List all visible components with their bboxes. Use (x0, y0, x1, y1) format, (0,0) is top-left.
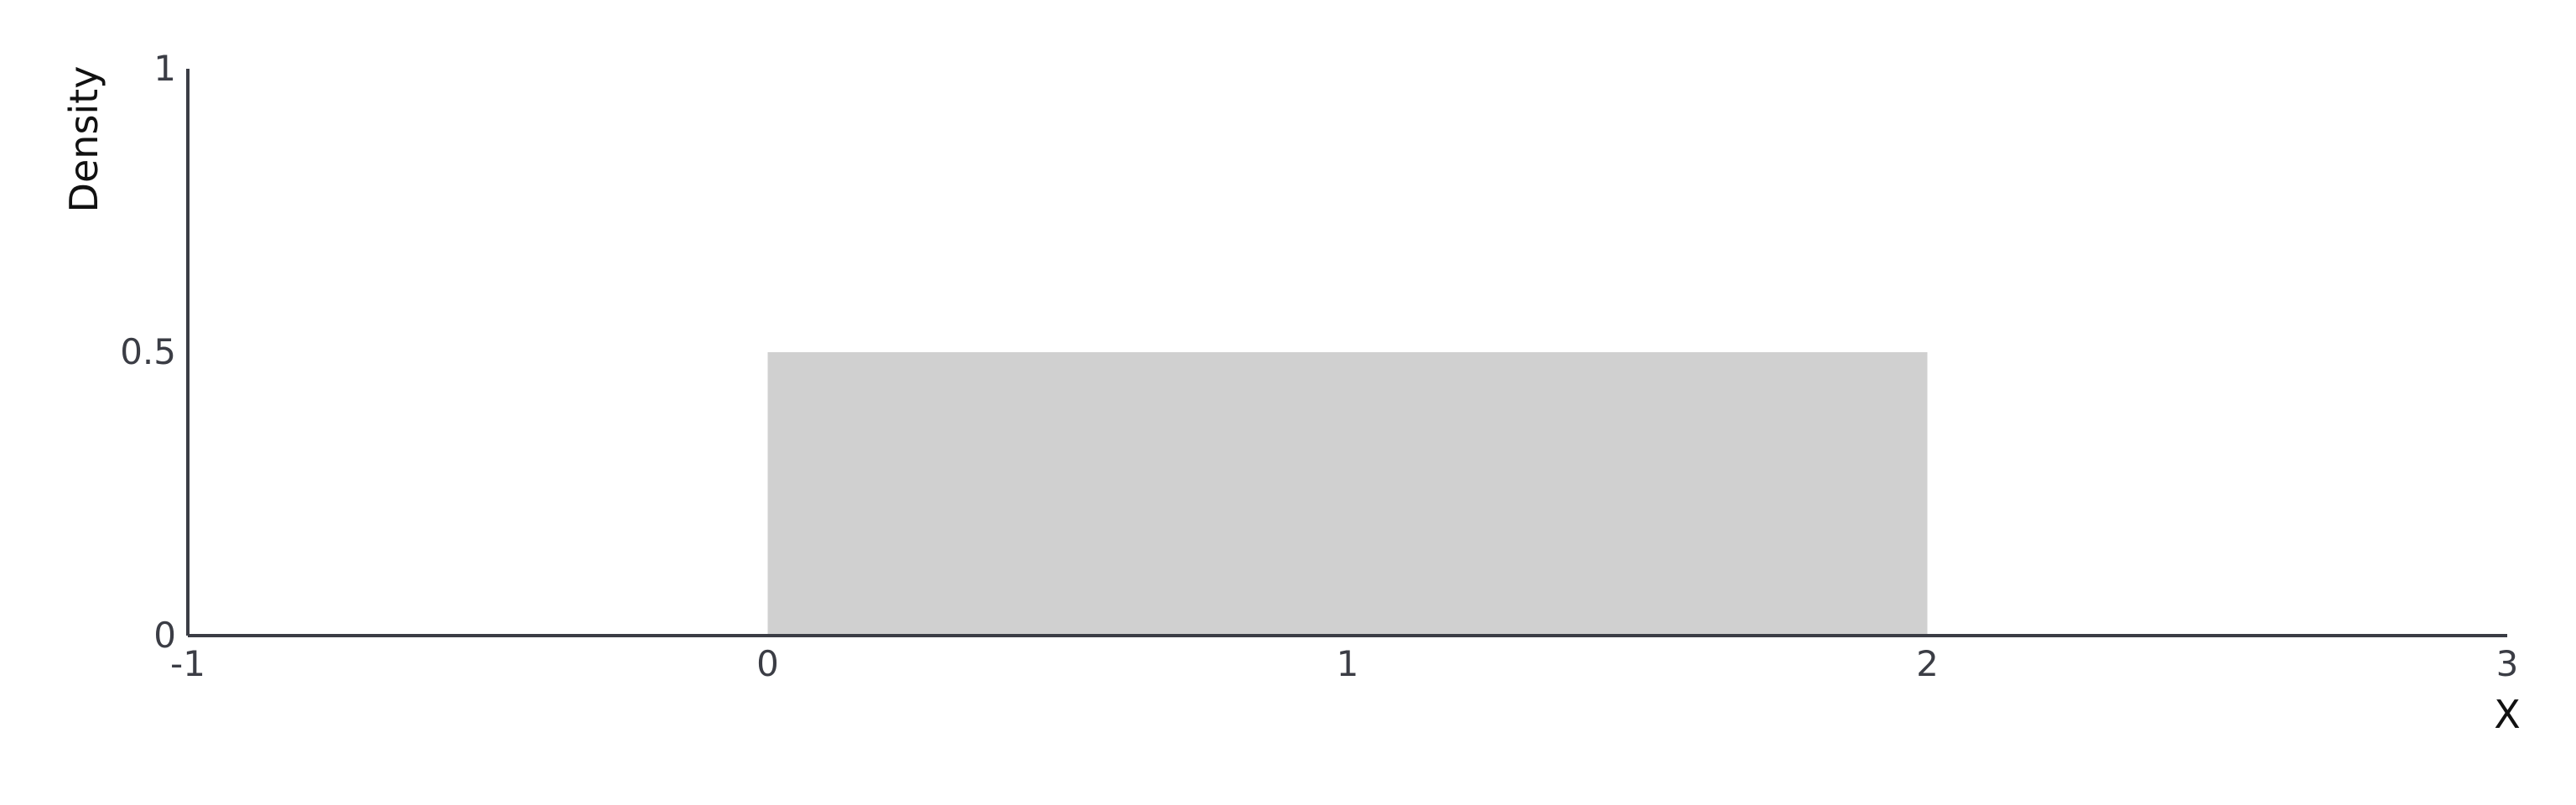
x-tick-label: 3 (2496, 643, 2519, 684)
x-tick-label: -1 (170, 643, 205, 684)
x-tick-label: 1 (1337, 643, 1359, 684)
axes (186, 69, 2507, 637)
x-tick-label: 0 (756, 643, 779, 684)
plot-area (767, 352, 1928, 636)
y-tick-labels: 00.51 (120, 48, 176, 656)
y-tick-label: 0.5 (120, 331, 176, 372)
density-area-0 (767, 352, 1928, 636)
x-tick-labels: -1 0 1 2 3 (170, 643, 2518, 684)
x-axis-title: X (2494, 692, 2521, 737)
y-tick-label: 1 (153, 48, 176, 89)
y-tick-label: 0 (153, 615, 176, 656)
x-tick-label: 2 (1916, 643, 1939, 684)
y-axis-title: Density (61, 66, 106, 213)
